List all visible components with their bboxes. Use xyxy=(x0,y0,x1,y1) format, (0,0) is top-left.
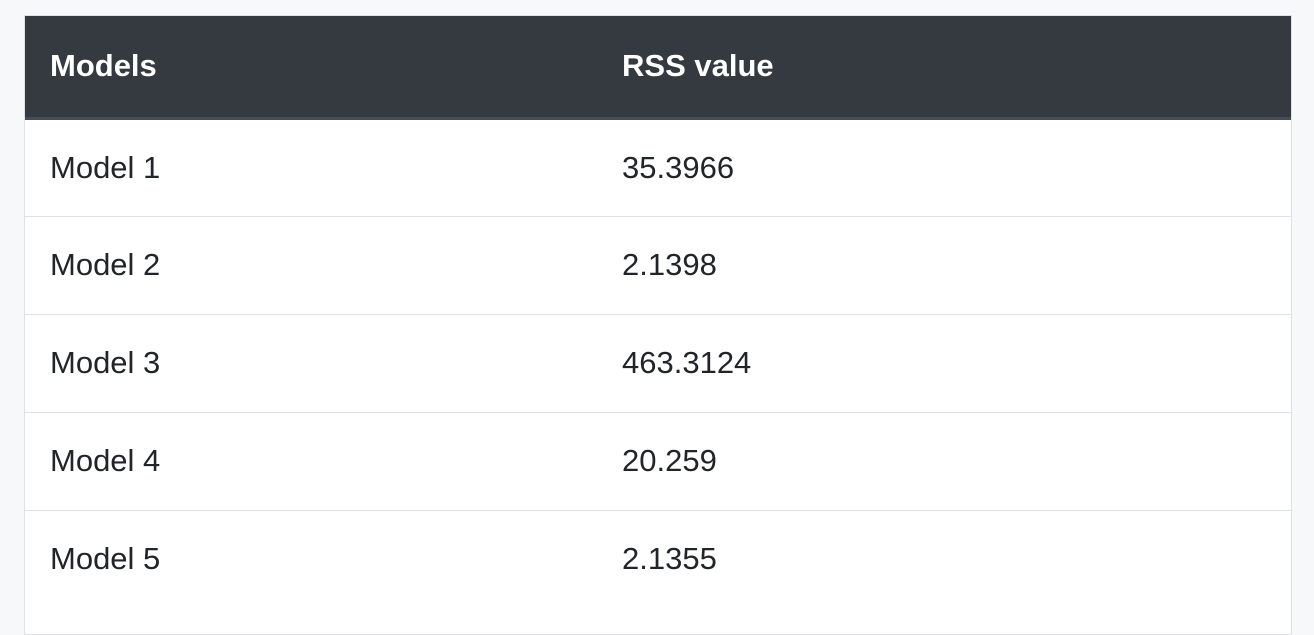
rss-value-cell: 2.1398 xyxy=(597,215,1291,314)
model-name-cell: Model 5 xyxy=(25,509,597,608)
table-row: Model 5 2.1355 xyxy=(25,509,1291,608)
table-header: Models RSS value xyxy=(25,16,1291,120)
rss-value-cell: 35.3966 xyxy=(622,149,735,185)
header-rss-value: RSS value xyxy=(597,16,1291,120)
model-name-cell: Model 4 xyxy=(25,411,597,510)
model-name-cell: Model 3 xyxy=(25,313,597,412)
table-row: Model 2 2.1398 xyxy=(25,215,1291,314)
header-models: Models xyxy=(25,16,597,120)
header-row: Models RSS value xyxy=(25,16,1291,120)
table-row: Model 3 463.3124 xyxy=(25,313,1291,412)
table-body: Model 1 35.3966 Model 2 2.1398 Model 3 4… xyxy=(25,118,1291,608)
model-name-cell: Model 1 xyxy=(50,149,161,185)
results-table: Models RSS value Model 1 35.3966 Model 2… xyxy=(25,16,1291,608)
results-table-card: Models RSS value Model 1 35.3966 Model 2… xyxy=(24,15,1292,635)
rss-value-cell: 20.259 xyxy=(597,411,1291,510)
rss-value-cell: 2.1355 xyxy=(597,509,1291,608)
model-name-cell: Model 2 xyxy=(25,215,597,314)
rss-value-cell: 463.3124 xyxy=(597,313,1291,412)
table-row: Model 1 35.3966 xyxy=(25,118,1291,216)
table-row: Model 4 20.259 xyxy=(25,411,1291,510)
